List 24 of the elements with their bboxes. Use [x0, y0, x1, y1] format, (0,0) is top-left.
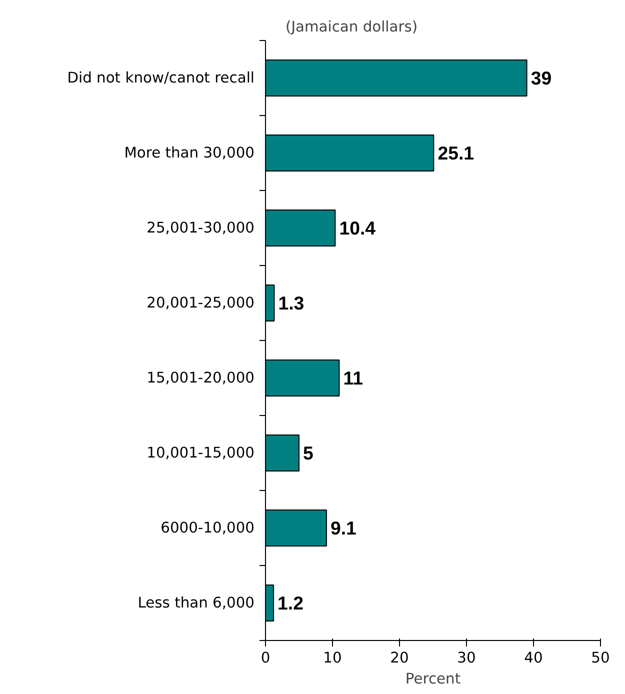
data-label: 5: [303, 442, 314, 464]
x-tick-label: 20: [390, 650, 409, 666]
data-label: 11: [343, 368, 363, 388]
y-tick-label: 20,001-25,000: [146, 294, 255, 312]
y-tick-label: Did not know/canot recall: [67, 70, 255, 86]
data-label: 1.2: [278, 592, 304, 614]
y-tick-label: 15,001-20,000: [146, 370, 255, 386]
x-tick-label: 40: [524, 650, 543, 666]
data-label: 9.1: [330, 518, 356, 538]
x-axis-title: Percent: [405, 670, 461, 688]
x-tick-label: 0: [260, 650, 270, 666]
chart-title: (Jamaican dollars): [286, 18, 418, 36]
data-label: 10.4: [339, 218, 376, 238]
y-tick-label: 6000-10,000: [160, 520, 255, 536]
y-tick-label: Less than 6,000: [138, 594, 255, 612]
y-tick-label: 25,001-30,000: [146, 220, 255, 236]
y-tick-label: More than 30,000: [124, 144, 255, 162]
y-tick-label: 10,001-15,000: [146, 444, 255, 462]
data-label: 1.3: [278, 292, 304, 314]
x-tick-label: 10: [323, 650, 342, 666]
x-tick-label: 50: [591, 650, 610, 666]
data-label: 25.1: [438, 142, 474, 164]
x-tick-label: 30: [457, 650, 476, 666]
data-label: 39: [530, 68, 552, 88]
